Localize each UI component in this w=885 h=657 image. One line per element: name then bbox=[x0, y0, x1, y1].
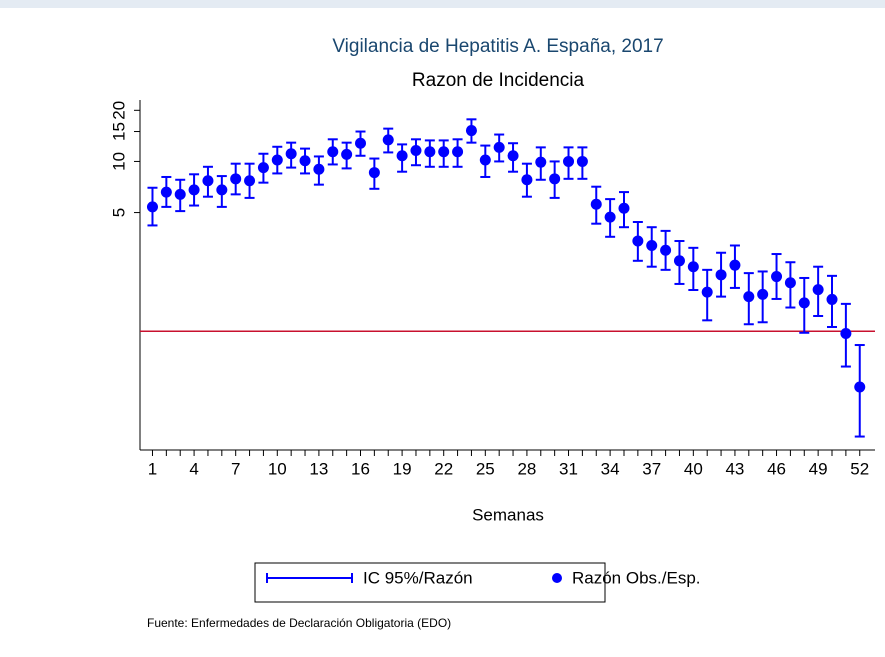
legend bbox=[254, 562, 606, 603]
legend-dot bbox=[552, 573, 562, 583]
point bbox=[285, 148, 297, 160]
x-tick-label: 22 bbox=[434, 459, 453, 478]
x-tick-label: 19 bbox=[393, 459, 412, 478]
y-tick-label: 5 bbox=[109, 208, 128, 217]
x-tick-label: 16 bbox=[351, 459, 370, 478]
point bbox=[729, 259, 741, 271]
legend-label: Razón Obs./Esp. bbox=[572, 568, 701, 587]
point bbox=[230, 173, 242, 185]
x-tick-label: 25 bbox=[476, 459, 495, 478]
point bbox=[424, 146, 436, 158]
point bbox=[854, 381, 866, 393]
point bbox=[313, 163, 325, 175]
point bbox=[188, 184, 200, 196]
point bbox=[563, 155, 575, 167]
x-tick-label: 49 bbox=[809, 459, 828, 478]
x-tick-label: 10 bbox=[268, 459, 287, 478]
x-tick-label: 37 bbox=[642, 459, 661, 478]
point bbox=[507, 150, 519, 162]
point bbox=[673, 255, 685, 267]
x-tick-label: 46 bbox=[767, 459, 786, 478]
point bbox=[632, 235, 644, 247]
point bbox=[410, 144, 422, 156]
y-tick-label: 15 bbox=[109, 122, 128, 141]
point bbox=[465, 125, 477, 137]
point bbox=[479, 154, 491, 166]
x-tick-label: 34 bbox=[601, 459, 620, 478]
legend-label: IC 95%/Razón bbox=[363, 568, 473, 587]
x-tick-label: 52 bbox=[850, 459, 869, 478]
x-tick-label: 28 bbox=[517, 459, 536, 478]
point bbox=[618, 202, 630, 214]
point bbox=[826, 293, 838, 305]
point bbox=[493, 141, 505, 153]
point bbox=[244, 175, 256, 187]
point bbox=[812, 284, 824, 296]
point bbox=[438, 146, 450, 158]
x-tick-label: 40 bbox=[684, 459, 703, 478]
point bbox=[784, 277, 796, 289]
point bbox=[396, 150, 408, 162]
point bbox=[549, 173, 561, 185]
point bbox=[771, 271, 783, 283]
point bbox=[590, 198, 602, 210]
chart-title: Vigilancia de Hepatitis A. España, 2017 bbox=[332, 36, 663, 57]
point bbox=[174, 188, 186, 200]
point bbox=[646, 239, 658, 251]
x-axis-label: Semanas bbox=[472, 505, 544, 524]
top-band bbox=[0, 0, 885, 8]
y-tick-label: 20 bbox=[109, 101, 128, 120]
point bbox=[452, 146, 464, 158]
point bbox=[798, 297, 810, 309]
point bbox=[341, 148, 353, 160]
x-tick-label: 13 bbox=[309, 459, 328, 478]
chart-subtitle: Razon de Incidencia bbox=[412, 70, 585, 91]
source-note: Fuente: Enfermedades de Declaración Obli… bbox=[147, 616, 451, 630]
point bbox=[535, 156, 547, 168]
point bbox=[687, 261, 699, 273]
point bbox=[160, 186, 172, 198]
point bbox=[216, 184, 228, 196]
point bbox=[257, 162, 269, 174]
point bbox=[202, 175, 214, 187]
point bbox=[355, 137, 366, 149]
point bbox=[271, 154, 283, 166]
point bbox=[757, 288, 769, 300]
point bbox=[368, 167, 380, 179]
point bbox=[701, 286, 713, 298]
point bbox=[299, 155, 311, 167]
point bbox=[327, 146, 339, 158]
point bbox=[743, 291, 755, 303]
point bbox=[604, 211, 616, 223]
y-tick-label: 10 bbox=[109, 152, 128, 171]
point bbox=[382, 134, 394, 146]
point bbox=[660, 244, 672, 256]
x-tick-label: 7 bbox=[231, 459, 240, 478]
x-tick-label: 43 bbox=[725, 459, 744, 478]
point bbox=[840, 328, 852, 340]
x-tick-label: 4 bbox=[189, 459, 198, 478]
point bbox=[715, 269, 727, 281]
point bbox=[521, 174, 533, 186]
point bbox=[146, 201, 158, 213]
point bbox=[576, 155, 588, 167]
x-tick-label: 31 bbox=[559, 459, 578, 478]
x-tick-label: 1 bbox=[148, 459, 157, 478]
